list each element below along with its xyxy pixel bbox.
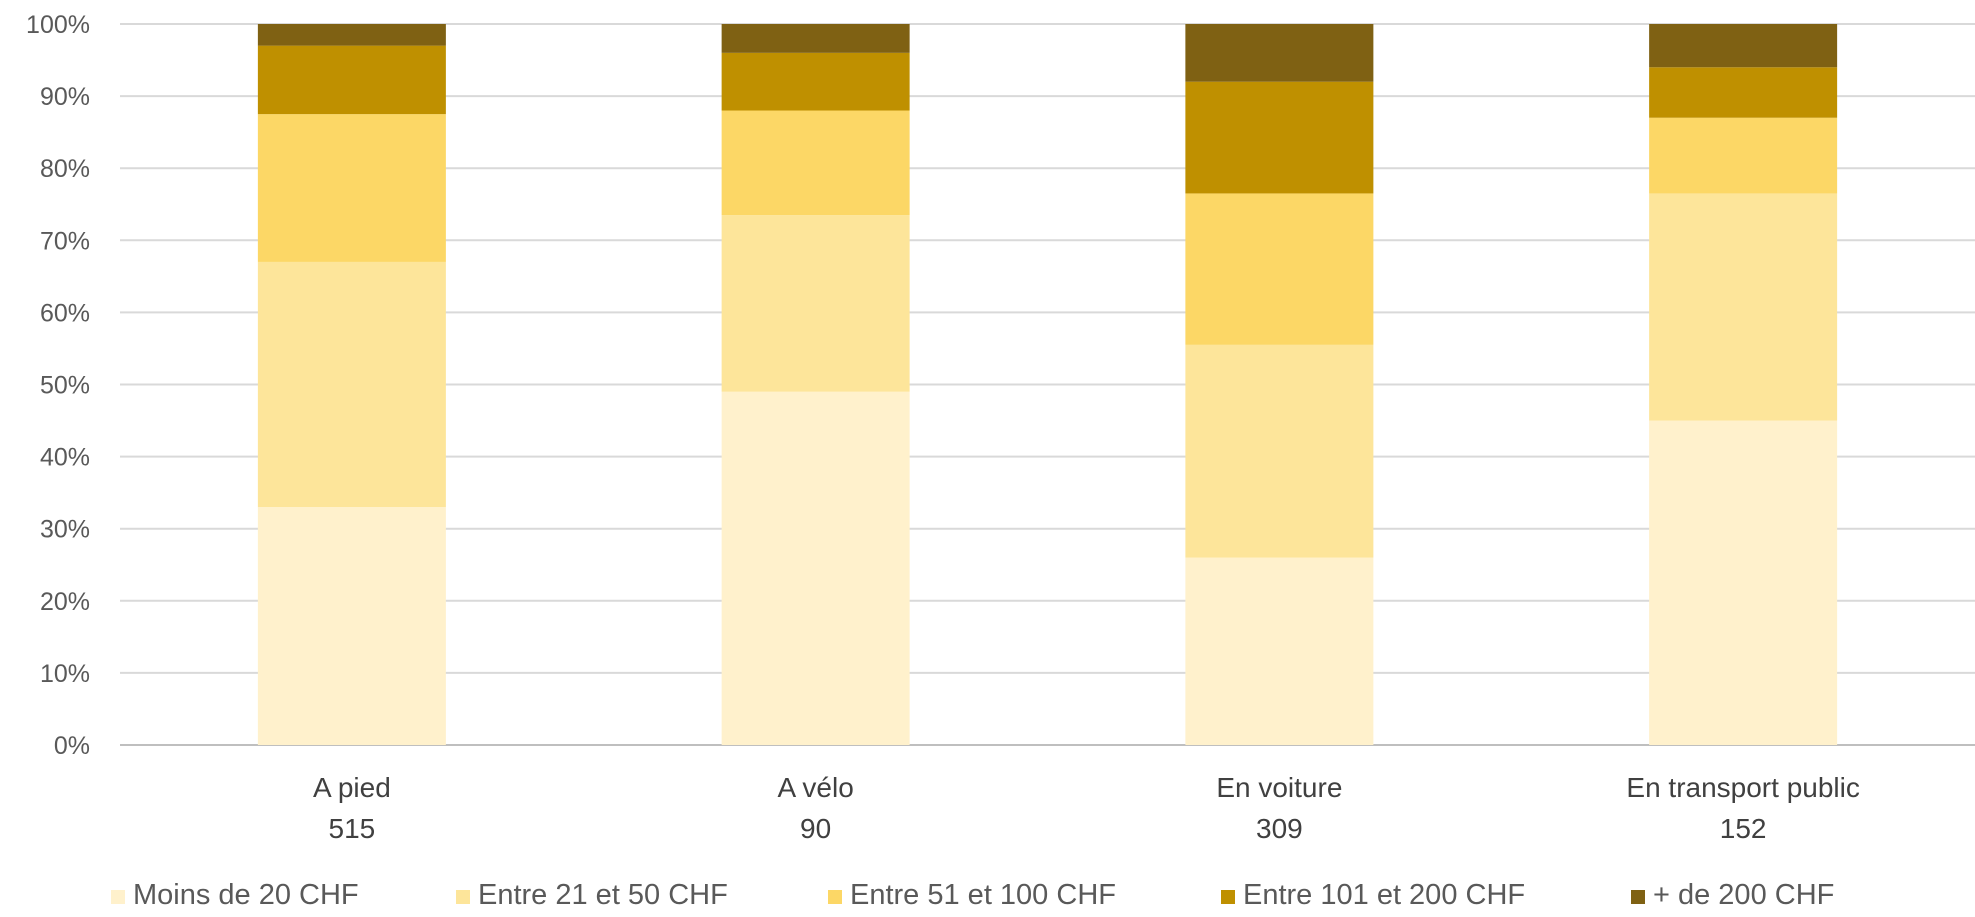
category-count-label: 152	[1720, 813, 1767, 844]
category-count-label: 90	[800, 813, 831, 844]
category-count-label: 515	[329, 813, 376, 844]
bar-segment	[257, 45, 446, 115]
legend-label: Moins de 20 CHF	[133, 879, 359, 911]
category-count-label: 309	[1256, 813, 1303, 844]
y-tick-label: 70%	[40, 227, 90, 255]
bars	[257, 24, 1838, 745]
y-tick-label: 100%	[26, 11, 90, 39]
category-label: En transport public	[1626, 772, 1859, 803]
bar-segment	[1649, 67, 1838, 118]
bar-segment	[721, 52, 910, 111]
bar-segment	[257, 261, 446, 508]
y-tick-label: 50%	[40, 372, 90, 400]
bar-segment	[721, 24, 910, 53]
bar-segment	[1185, 24, 1374, 82]
legend-label: Entre 51 et 100 CHF	[850, 879, 1116, 911]
y-tick-label: 20%	[40, 588, 90, 616]
bar-segment	[1185, 81, 1374, 194]
legend-swatch	[1631, 890, 1645, 904]
bar-segment	[1649, 193, 1838, 421]
legend-swatch	[111, 890, 125, 904]
legend-label: + de 200 CHF	[1653, 879, 1834, 911]
bar-segment	[257, 507, 446, 745]
y-tick-label: 40%	[40, 444, 90, 472]
bar-segment	[721, 215, 910, 392]
legend-swatch	[456, 890, 470, 904]
y-axis-tick-labels: 0% 10% 20% 30% 40% 50% 60% 70% 80% 90% 100%	[26, 11, 90, 760]
legend-swatch	[1221, 890, 1235, 904]
bar-segment	[257, 114, 446, 262]
x-axis-category-labels: A pied 515 A vélo 90 En voiture 309 En transpo…	[313, 772, 1860, 844]
category-label: A vélo	[777, 772, 853, 803]
legend: Moins de 20 CHF Entre 21 et 50 CHF Entre 5…	[111, 879, 1834, 911]
bar-segment	[1185, 193, 1374, 345]
y-tick-label: 0%	[54, 732, 90, 760]
category-label: En voiture	[1216, 772, 1342, 803]
bar-segment	[721, 391, 910, 745]
legend-label: Entre 101 et 200 CHF	[1243, 879, 1525, 911]
y-tick-label: 80%	[40, 155, 90, 183]
category-label: A pied	[313, 772, 391, 803]
legend-swatch	[828, 890, 842, 904]
bar-segment	[1649, 24, 1838, 68]
bar-segment	[257, 24, 446, 46]
bar-segment	[721, 110, 910, 216]
bar-segment	[1649, 420, 1838, 745]
bar-segment	[1185, 344, 1374, 558]
y-tick-label: 30%	[40, 516, 90, 544]
y-tick-label: 90%	[40, 83, 90, 111]
legend-label: Entre 21 et 50 CHF	[478, 879, 728, 911]
bar-segment	[1649, 117, 1838, 194]
y-tick-label: 10%	[40, 660, 90, 688]
bar-segment	[1185, 557, 1374, 745]
y-tick-label: 60%	[40, 299, 90, 327]
